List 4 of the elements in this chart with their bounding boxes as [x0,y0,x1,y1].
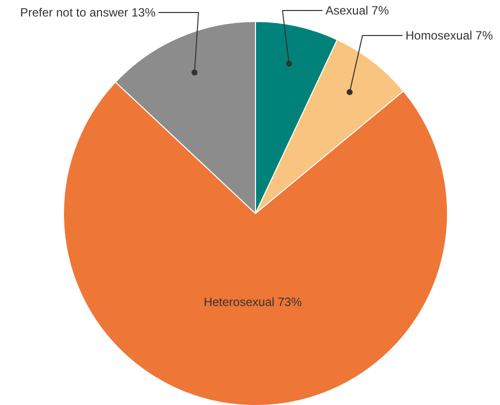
slice-label: Heterosexual 73% [204,294,302,309]
slice-label: Homosexual 7% [406,28,494,42]
slice-label: Prefer not to answer 13% [20,6,156,20]
slice-label: Asexual 7% [326,4,390,18]
